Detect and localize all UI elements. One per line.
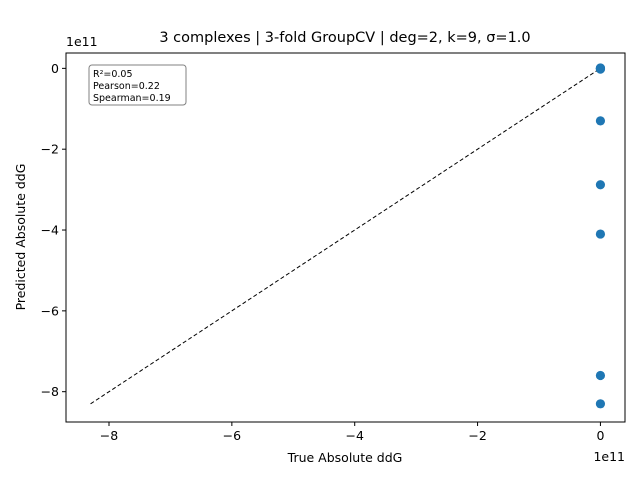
data-point bbox=[595, 370, 606, 381]
data-point bbox=[595, 180, 606, 190]
y-axis-ticks: −8 −6 −4 −2 0 bbox=[41, 61, 66, 399]
stats-box-frame bbox=[88, 64, 187, 106]
y-tick-label: 0 bbox=[51, 61, 59, 76]
x-tick-label: −4 bbox=[345, 428, 363, 443]
x-tick-label: −6 bbox=[223, 428, 241, 443]
x-tick-label: 0 bbox=[596, 428, 604, 443]
x-axis-ticks: −8 −6 −4 −2 0 bbox=[100, 422, 604, 443]
stat-r2: R²=0.05 bbox=[93, 69, 133, 80]
identity-reference-line bbox=[90, 67, 601, 405]
data-point bbox=[595, 229, 606, 239]
y-tick-label: −4 bbox=[41, 223, 59, 238]
plot-frame bbox=[65, 52, 626, 423]
data-point bbox=[595, 63, 606, 73]
x-axis-offset-label: 1e11 bbox=[593, 449, 625, 464]
stat-pearson: Pearson=0.22 bbox=[93, 81, 160, 92]
y-tick-label: −8 bbox=[41, 384, 59, 399]
y-axis-label: Predicted Absolute ddG bbox=[13, 164, 28, 311]
y-axis-offset-label: 1e11 bbox=[66, 34, 98, 49]
x-tick-label: −8 bbox=[100, 428, 118, 443]
plot-area: −8 −6 −4 −2 0 −8 −6 −4 −2 0 R²=0.05 Pearson=0.22… bbox=[41, 52, 626, 443]
x-axis-label: True Absolute ddG bbox=[287, 450, 403, 465]
data-points bbox=[595, 63, 606, 409]
data-point bbox=[595, 116, 606, 126]
y-tick-label: −2 bbox=[41, 142, 59, 157]
x-tick-label: −2 bbox=[468, 428, 486, 443]
stat-spearman: Spearman=0.19 bbox=[93, 93, 171, 104]
chart-title: 3 complexes | 3-fold GroupCV | deg=2, k=… bbox=[159, 30, 530, 46]
stats-box: R²=0.05 Pearson=0.22 Spearman=0.19 bbox=[88, 64, 187, 106]
data-point bbox=[595, 399, 606, 409]
y-tick-label: −6 bbox=[41, 303, 59, 318]
